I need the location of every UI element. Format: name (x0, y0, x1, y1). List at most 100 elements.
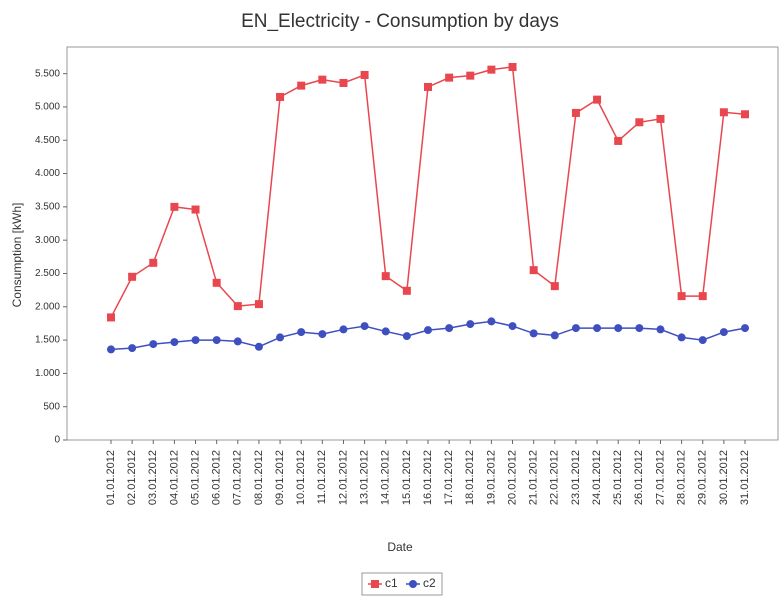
point (698, 336, 707, 345)
point (719, 108, 728, 117)
point (318, 75, 327, 84)
point (614, 136, 623, 145)
point (170, 338, 179, 347)
x-tick-label: 21.01.2012 (528, 450, 540, 505)
point (191, 205, 200, 214)
x-tick-label: 15.01.2012 (401, 450, 413, 505)
point (445, 324, 454, 333)
plot-area (66, 46, 779, 441)
point (656, 114, 665, 123)
point (719, 328, 728, 337)
point (276, 92, 285, 101)
y-tick-label: 2.000 (35, 301, 60, 312)
x-tick-label: 18.01.2012 (464, 450, 476, 505)
x-tick-label: 07.01.2012 (232, 450, 244, 505)
y-axis-label: Consumption [kWh] (10, 203, 24, 308)
x-tick-label: 20.01.2012 (506, 450, 518, 505)
point (593, 324, 602, 333)
point (487, 317, 496, 326)
x-tick-label: 01.01.2012 (105, 450, 117, 505)
point (402, 286, 411, 295)
point (107, 345, 115, 354)
point (360, 322, 369, 331)
point (698, 292, 707, 301)
point (508, 62, 517, 71)
legend-box (361, 572, 443, 596)
point (402, 332, 411, 341)
point (381, 272, 390, 281)
point (212, 278, 221, 287)
legend-label: c2 (423, 576, 436, 590)
x-tick-label: 24.01.2012 (591, 450, 603, 505)
point (614, 324, 623, 333)
y-tick-label: 4.000 (35, 168, 60, 179)
point (297, 81, 306, 90)
point (233, 337, 242, 346)
point (529, 329, 538, 338)
point (107, 313, 115, 322)
point (635, 324, 644, 333)
legend-marker (409, 580, 417, 588)
point (550, 282, 559, 291)
y-tick-label: 5.500 (35, 68, 60, 79)
point (212, 336, 221, 345)
x-tick-label: 19.01.2012 (485, 450, 497, 505)
x-tick-label: 22.01.2012 (549, 450, 561, 505)
point (550, 331, 559, 340)
point (424, 82, 432, 91)
point (487, 65, 496, 74)
x-tick-label: 06.01.2012 (211, 450, 223, 505)
x-tick-label: 09.01.2012 (274, 450, 286, 505)
x-tick-label: 03.01.2012 (147, 450, 159, 505)
y-tick-label: 500 (43, 401, 60, 412)
x-tick-label: 28.01.2012 (676, 450, 688, 505)
x-tick-label: 17.01.2012 (443, 450, 455, 505)
y-tick-label: 4.500 (35, 135, 60, 146)
point (149, 258, 158, 267)
point (170, 202, 179, 211)
x-tick-label: 16.01.2012 (422, 450, 434, 505)
point (276, 333, 285, 342)
y-tick-label: 0 (54, 435, 60, 446)
point (149, 340, 158, 349)
series-line (110, 320, 746, 351)
y-tick-label: 2.500 (35, 268, 60, 279)
x-tick-label: 12.01.2012 (337, 450, 349, 505)
point (128, 344, 137, 353)
x-axis-label: Date (387, 540, 413, 554)
point (339, 78, 348, 87)
point (571, 324, 580, 333)
point (297, 328, 306, 337)
point (339, 325, 348, 334)
y-tick-label: 3.000 (35, 235, 60, 246)
point (254, 342, 263, 351)
point (741, 110, 749, 119)
point (593, 95, 602, 104)
point (529, 266, 538, 275)
x-tick-label: 14.01.2012 (380, 450, 392, 505)
x-tick-label: 30.01.2012 (718, 450, 730, 505)
y-tick-label: 1.000 (35, 368, 60, 379)
x-tick-label: 29.01.2012 (697, 450, 709, 505)
x-tick-label: 02.01.2012 (126, 450, 138, 505)
legend-marker (371, 580, 379, 588)
point (360, 70, 369, 79)
y-tick-label: 1.500 (35, 335, 60, 346)
x-tick-label: 10.01.2012 (295, 450, 307, 505)
x-tick-label: 31.01.2012 (739, 450, 751, 505)
point (635, 118, 644, 127)
point (381, 327, 390, 336)
y-tick-label: 3.500 (35, 202, 60, 213)
point (466, 71, 475, 80)
x-tick-label: 05.01.2012 (189, 450, 201, 505)
point (677, 333, 686, 342)
point (656, 325, 665, 334)
series-line (110, 66, 746, 318)
point (466, 320, 475, 329)
x-tick-label: 04.01.2012 (168, 450, 180, 505)
point (571, 108, 580, 117)
x-tick-label: 27.01.2012 (654, 450, 666, 505)
point (191, 336, 200, 345)
point (677, 292, 686, 301)
